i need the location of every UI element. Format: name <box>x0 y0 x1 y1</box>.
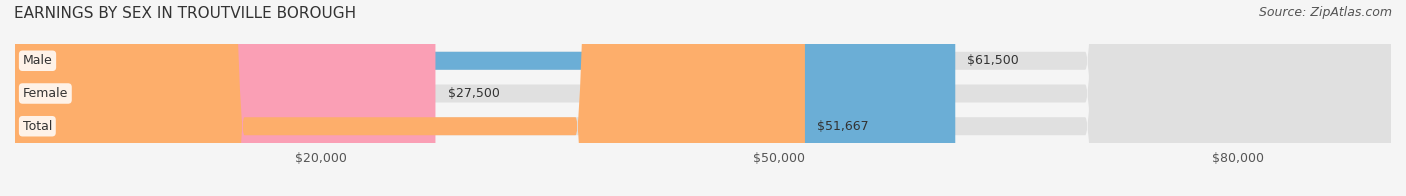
Text: $51,667: $51,667 <box>817 120 869 133</box>
FancyBboxPatch shape <box>15 0 804 196</box>
Text: Male: Male <box>22 54 52 67</box>
Text: Female: Female <box>22 87 67 100</box>
FancyBboxPatch shape <box>15 0 1391 196</box>
FancyBboxPatch shape <box>15 0 1391 196</box>
Text: EARNINGS BY SEX IN TROUTVILLE BOROUGH: EARNINGS BY SEX IN TROUTVILLE BOROUGH <box>14 6 356 21</box>
Text: Source: ZipAtlas.com: Source: ZipAtlas.com <box>1258 6 1392 19</box>
Text: Total: Total <box>22 120 52 133</box>
FancyBboxPatch shape <box>15 0 1391 196</box>
Text: $61,500: $61,500 <box>967 54 1019 67</box>
FancyBboxPatch shape <box>15 0 955 196</box>
FancyBboxPatch shape <box>15 0 436 196</box>
Text: $27,500: $27,500 <box>447 87 499 100</box>
